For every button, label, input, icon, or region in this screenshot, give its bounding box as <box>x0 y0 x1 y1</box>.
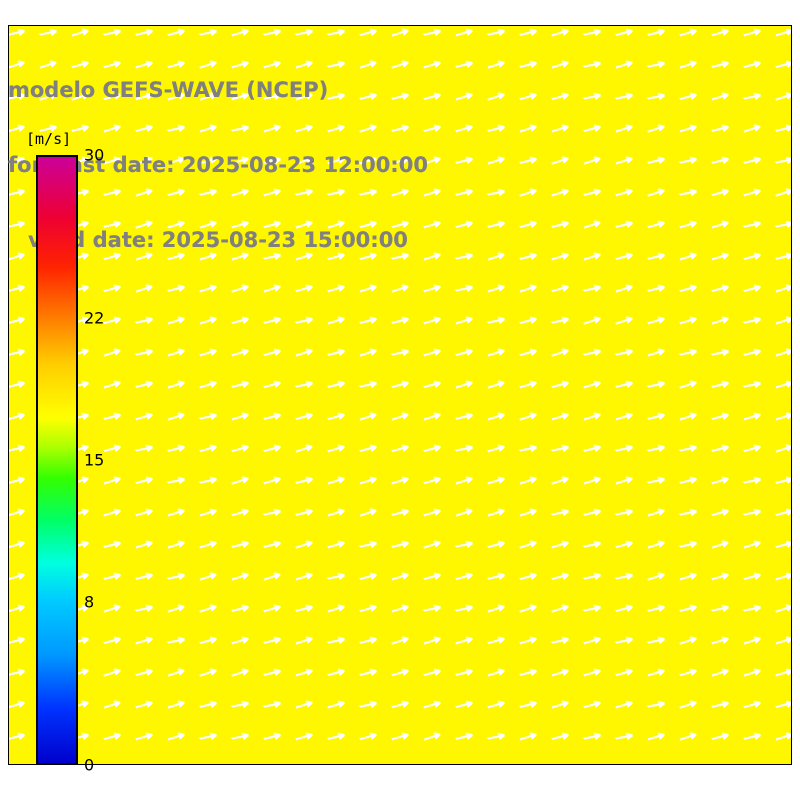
colorbar-gradient <box>36 155 78 765</box>
colorbar-tick-15: 15 <box>84 450 105 470</box>
colorbar[interactable] <box>36 155 78 765</box>
title-model-line: modelo GEFS-WAVE (NCEP) <box>8 78 329 102</box>
colorbar-tick-8: 8 <box>84 592 95 612</box>
title-forecast-date: forecast date: 2025-08-23 12:00:00 <box>8 153 428 177</box>
colorbar-tick-22: 22 <box>84 308 105 328</box>
colorbar-tick-30: 30 <box>84 145 105 165</box>
colorbar-tick-0: 0 <box>84 755 95 775</box>
colorbar-unit-label: [m/s] <box>26 130 72 148</box>
